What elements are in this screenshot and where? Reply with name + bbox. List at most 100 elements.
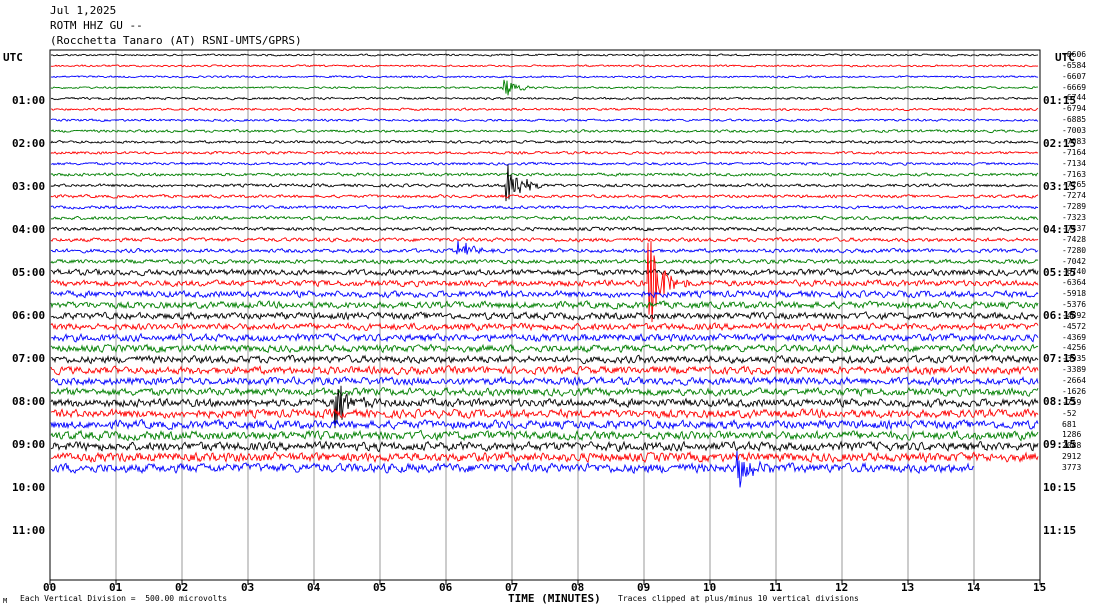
trace-offset-label: -6744 [1062, 93, 1087, 103]
x-tick-label: 11 [769, 581, 783, 594]
trace-offset-label: -7428 [1062, 234, 1087, 244]
seismic-trace [50, 364, 1039, 376]
left-time-label: 07:00 [12, 352, 46, 365]
seismic-trace [50, 204, 1039, 210]
left-time-label: 03:00 [12, 180, 46, 193]
header-date: Jul 1,2025 [50, 4, 117, 17]
x-tick-label: 15 [1033, 581, 1047, 594]
grid-lines [49, 50, 1041, 585]
right-time-label: 03:15 [1043, 180, 1077, 193]
plot-frame [49, 49, 1041, 581]
seismic-trace [50, 164, 1039, 202]
seismic-trace [50, 240, 1039, 255]
right-time-label: 01:15 [1043, 94, 1077, 107]
right-utc-title: UTC [1055, 51, 1075, 64]
seismic-trace [50, 385, 1039, 429]
footer-clip-note: Traces clipped at plus/minus 10 vertical… [618, 594, 859, 603]
trace-offset-label: -7083 [1062, 136, 1087, 146]
seismic-trace [50, 64, 1039, 68]
left-time-label: 01:00 [12, 94, 46, 107]
x-tick-label: 14 [967, 581, 981, 594]
seismic-trace [50, 354, 1039, 365]
seismic-trace [50, 440, 1039, 453]
header-location: (Rocchetta Tanaro (AT) RSNI-UMTS/GPRS) [50, 34, 302, 47]
trace-offset-label: -6669 [1062, 82, 1087, 92]
seismic-trace [50, 107, 1039, 112]
right-time-label: 05:15 [1043, 266, 1077, 279]
left-time-label: 04:00 [12, 223, 46, 236]
trace-offset-label: -6794 [1062, 104, 1087, 114]
trace-offset-label: -3935 [1062, 354, 1087, 364]
trace-offset-label: -2664 [1062, 376, 1087, 386]
trace-offset-label: -6364 [1062, 278, 1087, 288]
trace-offset-label: -7289 [1062, 202, 1087, 212]
trace-offset-label: -6740 [1062, 267, 1087, 277]
trace-offset-label: -6607 [1062, 71, 1087, 81]
trace-offset-label: -7437 [1062, 223, 1087, 233]
left-time-label: 09:00 [12, 438, 46, 451]
seismic-trace [50, 418, 1039, 431]
seismic-trace [50, 96, 1039, 101]
x-tick-label: 05 [373, 581, 387, 594]
seismic-trace [50, 172, 1039, 177]
trace-offset-label: 681 [1062, 419, 1077, 429]
seismic-trace [50, 258, 1039, 265]
right-time-label: 02:15 [1043, 137, 1077, 150]
seismic-trace [50, 240, 1039, 323]
seismic-trace [50, 79, 1038, 96]
left-time-label: 11:00 [12, 524, 46, 537]
trace-offset-label: -7265 [1062, 180, 1087, 190]
seismic-trace [50, 408, 1039, 420]
trace-offset-label: -4892 [1062, 310, 1087, 320]
trace-offset-label: -4572 [1062, 321, 1087, 331]
seismic-trace [50, 150, 1039, 155]
trace-offset-label: -6885 [1062, 115, 1087, 125]
trace-offset-label: -4369 [1062, 332, 1087, 342]
trace-offset-label: -7164 [1062, 147, 1087, 157]
seismic-trace [50, 75, 1039, 79]
x-tick-label: 03 [241, 581, 255, 594]
seismic-trace [50, 343, 1039, 354]
x-tick-label: 04 [307, 581, 321, 594]
seismic-trace [50, 451, 1039, 464]
seismic-trace [50, 193, 1039, 199]
left-time-label: 02:00 [12, 137, 46, 150]
seismic-trace [50, 53, 1039, 57]
trace-offset-label: -7134 [1062, 158, 1087, 168]
seismic-trace [50, 332, 1039, 343]
trace-offset-label: -52 [1062, 408, 1077, 418]
trace-offset-label: -6584 [1062, 60, 1087, 70]
x-axis-title: TIME (MINUTES) [508, 592, 601, 605]
header-station: ROTM HHZ GU -- [50, 19, 143, 32]
trace-offset-label: -7042 [1062, 256, 1087, 266]
seismic-trace [50, 139, 1039, 144]
seismic-trace [50, 268, 1039, 277]
seismic-trace [50, 129, 1039, 134]
x-tick-label: 13 [901, 581, 915, 594]
trace-offset-label: -5918 [1062, 289, 1087, 299]
seismic-trace [50, 450, 975, 488]
trace-offset-label: -7323 [1062, 213, 1087, 223]
trace-offset-label: -7280 [1062, 245, 1087, 255]
seismic-trace [50, 376, 1039, 387]
seismic-trace [50, 237, 1039, 243]
x-tick-label: 02 [175, 581, 189, 594]
seismic-trace [50, 311, 1039, 321]
trace-offset-label: -4256 [1062, 343, 1087, 353]
seismic-trace [50, 118, 1039, 123]
left-time-label: 08:00 [12, 395, 46, 408]
x-tick-label: 08 [571, 581, 585, 594]
left-time-label: 06:00 [12, 309, 46, 322]
footer-scale-note: Each Vertical Division = 500.00 microvol… [20, 594, 228, 603]
seismic-trace [50, 215, 1039, 221]
trace-offset-label: -8606 [1062, 50, 1087, 59]
seismic-trace [50, 289, 1039, 299]
seismic-trace [50, 429, 1039, 442]
x-tick-label: 06 [439, 581, 453, 594]
trace-offset-label: 3773 [1062, 463, 1082, 473]
right-time-label: 11:15 [1043, 524, 1077, 537]
seismic-trace [50, 386, 1039, 398]
x-tick-label: 07 [505, 581, 519, 594]
trace-offset-label: 2088 [1062, 441, 1082, 451]
trace-offset-label: -3389 [1062, 365, 1087, 375]
